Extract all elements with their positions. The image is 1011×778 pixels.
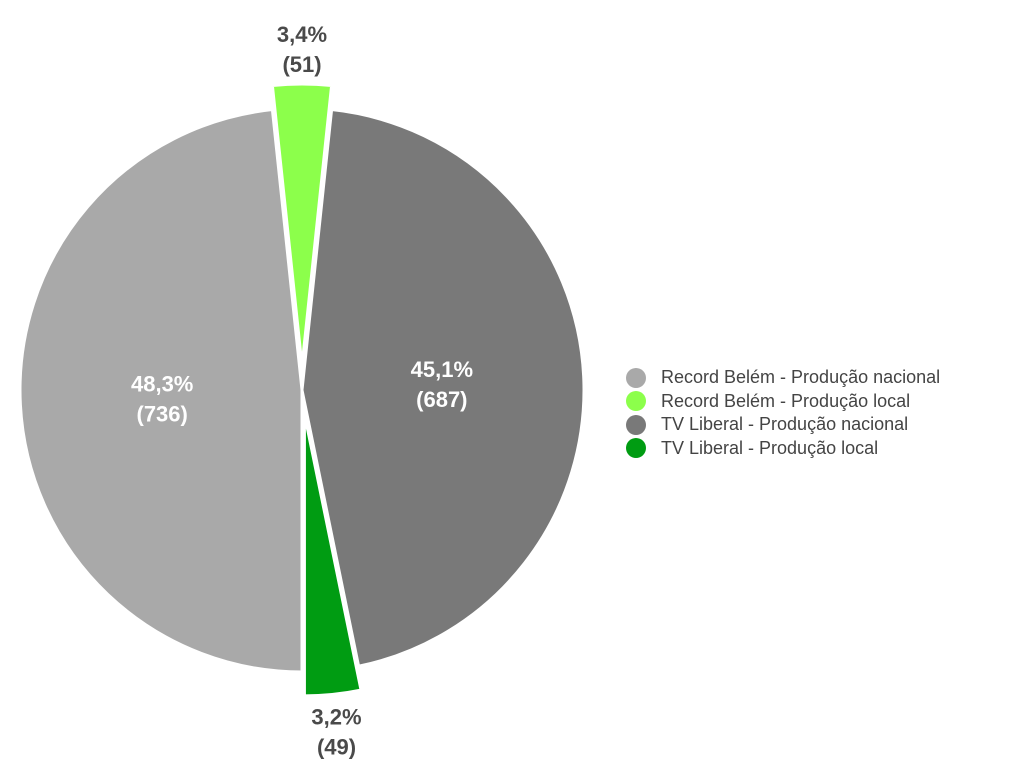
- pie-slice: [300, 108, 586, 668]
- slice-value-label: (736): [137, 401, 188, 426]
- legend-item: TV Liberal - Produção nacional: [626, 413, 940, 437]
- legend-swatch: [626, 414, 646, 435]
- legend-swatch: [626, 438, 646, 459]
- legend-label: Record Belém - Produção nacional: [661, 367, 941, 388]
- slice-percent-label: 45,1%: [411, 357, 473, 382]
- legend-item: Record Belém - Produção local: [626, 390, 940, 414]
- slice-percent-label: 3,4%: [277, 22, 327, 47]
- legend-label: TV Liberal - Produção local: [661, 437, 879, 458]
- legend-item: TV Liberal - Produção local: [626, 437, 940, 461]
- legend-item: Record Belém - Produção nacional: [626, 366, 940, 390]
- slice-value-label: (687): [416, 387, 467, 412]
- pie-slice: [18, 108, 304, 674]
- legend-label: TV Liberal - Produção nacional: [661, 414, 909, 435]
- slice-value-label: (49): [317, 734, 356, 759]
- pie-slice: [270, 82, 334, 368]
- slice-percent-label: 3,2%: [311, 704, 361, 729]
- slice-value-label: (51): [282, 52, 321, 77]
- legend-swatch: [626, 367, 646, 388]
- legend-label: Record Belém - Produção local: [661, 390, 911, 411]
- legend: Record Belém - Produção nacional Record …: [626, 366, 940, 460]
- legend-swatch: [626, 391, 646, 412]
- slice-percent-label: 48,3%: [131, 371, 193, 396]
- pie-slice: [302, 412, 363, 698]
